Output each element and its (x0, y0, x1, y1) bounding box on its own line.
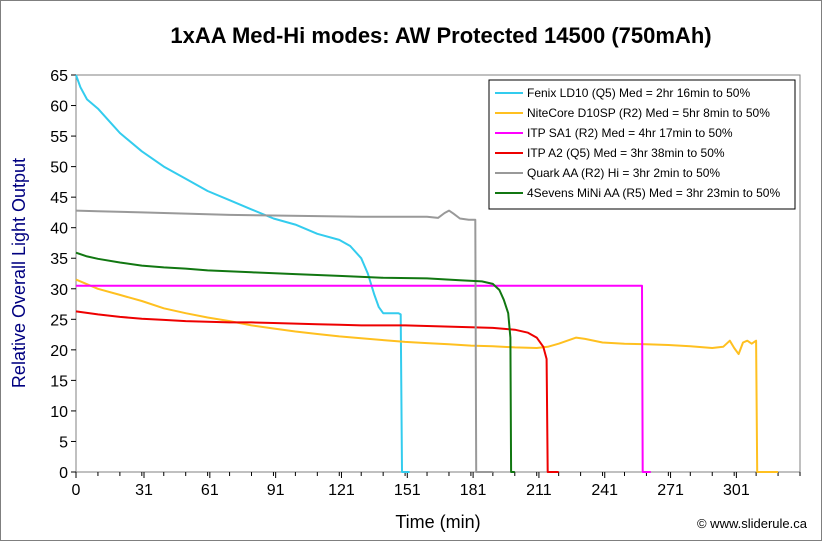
legend: Fenix LD10 (Q5) Med = 2hr 16min to 50% Ni… (488, 79, 796, 210)
legend-box (488, 79, 796, 210)
series-line-5 (75, 251, 515, 473)
y-axis: 0 5 10 15 20 25 30 35 40 45 50 55 60 65 (50, 68, 76, 482)
legend-label-1: NiteCore D10SP (R2) Med = 5hr 8min to 50… (527, 106, 770, 120)
y-tick-label: 55 (50, 129, 68, 146)
y-tick-label: 10 (50, 404, 68, 421)
series-line-2 (76, 284, 651, 473)
x-tick-label: 301 (723, 482, 750, 499)
x-tick-label: 211 (526, 482, 552, 499)
y-tick-label: 15 (50, 373, 68, 390)
y-tick-label: 40 (50, 221, 68, 238)
x-tick-label: 0 (72, 482, 81, 499)
legend-label-5: 4Sevens MiNi AA (R5) Med = 3hr 23min to … (527, 186, 780, 200)
credit-text: © www.sliderule.ca (697, 516, 808, 531)
y-tick-label: 35 (50, 251, 68, 268)
y-tick-label: 5 (59, 434, 68, 451)
x-tick-label: 151 (394, 482, 421, 499)
y-tick-label: 20 (50, 343, 68, 360)
y-tick-label: 30 (50, 282, 68, 299)
y-tick-label: 45 (50, 190, 68, 207)
x-tick-label: 271 (657, 482, 684, 499)
y-tick-label: 0 (59, 465, 68, 482)
x-tick-label: 31 (135, 482, 153, 499)
x-tick-label: 181 (460, 482, 487, 499)
x-tick-label: 61 (201, 482, 219, 499)
x-axis-label: Time (min) (395, 512, 480, 532)
x-tick-label: 241 (591, 482, 618, 499)
chart-title: 1xAA Med-Hi modes: AW Protected 14500 (7… (170, 23, 711, 48)
legend-label-2: ITP SA1 (R2) Med = 4hr 17min to 50% (527, 126, 733, 140)
series-line-0 (75, 74, 410, 473)
legend-label-4: Quark AA (R2) Hi = 3hr 2min to 50% (527, 166, 720, 180)
y-tick-label: 60 (50, 99, 68, 116)
y-tick-label: 50 (50, 160, 68, 177)
x-tick-label: 121 (328, 482, 355, 499)
legend-label-0: Fenix LD10 (Q5) Med = 2hr 16min to 50% (527, 86, 750, 100)
x-tick-label: 91 (267, 482, 285, 499)
y-axis-label: Relative Overall Light Output (9, 158, 29, 388)
y-tick-label: 25 (50, 312, 68, 329)
series-group (75, 74, 779, 473)
series-line-3 (75, 310, 559, 473)
series-line-1 (75, 278, 779, 473)
series-line-4 (75, 209, 493, 473)
y-tick-label: 65 (50, 68, 68, 85)
x-axis: 0 31 61 91 121 151 181 211 241 271 301 (72, 472, 801, 499)
legend-label-3: ITP A2 (Q5) Med = 3hr 38min to 50% (527, 146, 725, 160)
